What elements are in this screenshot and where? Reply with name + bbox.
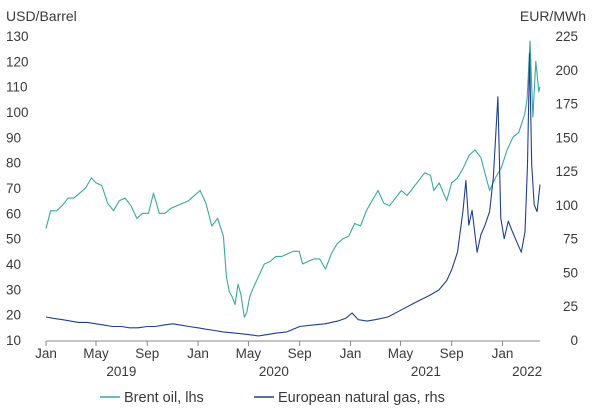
- x-tick-label: Sep: [135, 346, 159, 361]
- x-tick-label: May: [236, 346, 262, 361]
- brent-price-line: [45, 40, 541, 318]
- left-tick-label: 60: [6, 206, 21, 221]
- right-axis-unit: EUR/MWh: [520, 8, 586, 24]
- left-tick-label: 20: [6, 308, 21, 323]
- right-tick-label: 225: [555, 29, 578, 44]
- right-tick-label: 0: [570, 333, 578, 348]
- left-tick-label: 130: [6, 29, 29, 44]
- x-year-label: 2020: [259, 364, 289, 379]
- left-tick-label: 120: [6, 54, 29, 69]
- x-tick-label: May: [388, 346, 414, 361]
- x-year-label: 2021: [411, 364, 441, 379]
- right-tick-label: 50: [563, 265, 578, 280]
- right-axis-ticks: 0 25 50 75 100 125 150 175 200 225: [555, 29, 578, 348]
- left-tick-label: 10: [6, 333, 21, 348]
- left-tick-label: 90: [6, 130, 21, 145]
- right-tick-label: 150: [555, 130, 578, 145]
- legend-label-brent: Brent oil, lhs: [124, 390, 204, 406]
- legend-label-gas: European natural gas, rhs: [278, 390, 445, 406]
- left-tick-label: 50: [6, 232, 21, 247]
- left-axis-unit: USD/Barrel: [6, 8, 77, 24]
- gas-price-line: [45, 53, 541, 337]
- x-year-label: 2019: [106, 364, 136, 379]
- left-tick-label: 70: [6, 181, 21, 196]
- right-tick-label: 125: [555, 164, 578, 179]
- right-tick-label: 25: [563, 299, 578, 314]
- left-tick-label: 30: [6, 282, 21, 297]
- x-tick-label: Sep: [288, 346, 312, 361]
- x-tick-label: Jan: [492, 346, 514, 361]
- left-tick-label: 80: [6, 156, 21, 171]
- right-tick-label: 75: [563, 232, 578, 247]
- left-tick-label: 110: [6, 80, 28, 95]
- right-tick-label: 175: [555, 97, 578, 112]
- x-tick-label: Jan: [187, 346, 209, 361]
- series-lines: [45, 40, 541, 337]
- right-tick-label: 100: [555, 198, 578, 213]
- x-axis-ticks: Jan May Sep Jan May Sep Jan May Sep Jan 2019 2020 20…: [35, 341, 542, 379]
- legend: Brent oil, lhs European natural gas, rhs: [100, 390, 445, 406]
- x-year-label: 2022: [512, 364, 542, 379]
- left-tick-label: 100: [6, 105, 29, 120]
- x-tick-label: Jan: [35, 346, 57, 361]
- left-axis-ticks: 10 20 30 40 50 60 70 80 90 100 110 120 130: [6, 29, 29, 348]
- x-tick-label: Jan: [340, 346, 362, 361]
- left-tick-label: 40: [6, 257, 21, 272]
- x-tick-label: Sep: [440, 346, 464, 361]
- x-tick-label: May: [83, 346, 109, 361]
- right-tick-label: 200: [555, 63, 578, 78]
